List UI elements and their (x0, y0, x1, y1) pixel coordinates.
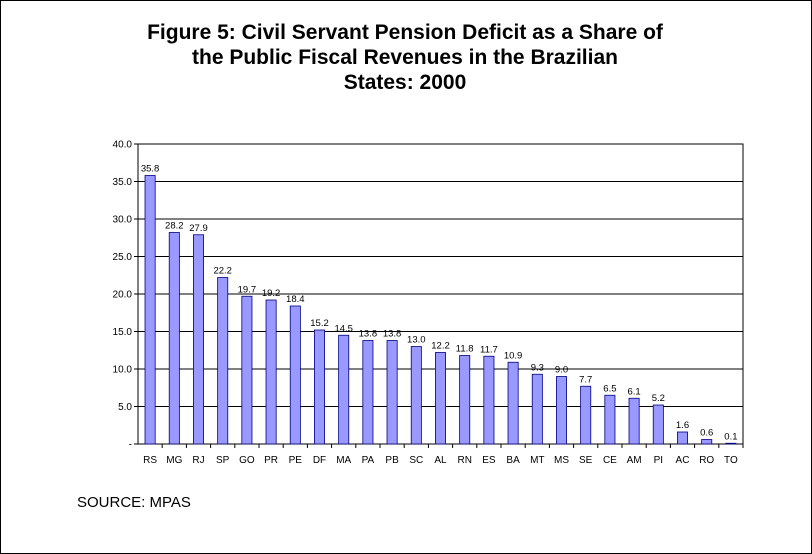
bar (459, 355, 471, 445)
bar (386, 340, 398, 445)
x-tick-label: ES (482, 455, 496, 466)
bar (144, 175, 156, 445)
y-tick-label: 40.0 (113, 140, 133, 151)
x-tick-label: SC (409, 455, 423, 466)
bar (580, 385, 592, 445)
x-tick-label: SP (216, 455, 230, 466)
data-label: 19.7 (238, 284, 257, 295)
x-tick-label: MT (530, 455, 544, 466)
data-label: 13.8 (383, 329, 402, 340)
bar (289, 305, 301, 445)
bar (217, 277, 229, 445)
bar (701, 439, 713, 445)
y-tick-label: - (129, 440, 132, 451)
data-label: 6.1 (627, 386, 640, 397)
data-label: 5.2 (652, 393, 665, 404)
data-label: 22.2 (213, 266, 232, 277)
data-label: 14.5 (334, 323, 353, 334)
x-tick-label: PB (385, 455, 399, 466)
x-tick-label: AL (434, 455, 447, 466)
data-label: 12.2 (431, 341, 450, 352)
data-label: 11.7 (480, 344, 498, 355)
bar (556, 376, 567, 445)
x-tick-label: CE (603, 455, 617, 466)
data-label: 13.8 (359, 329, 378, 340)
y-tick-label: 35.0 (113, 177, 133, 188)
x-tick-label: TO (724, 455, 738, 466)
data-label: 0.6 (700, 428, 713, 439)
y-tick-label: 25.0 (113, 252, 133, 263)
bar (507, 361, 519, 445)
x-tick-label: PR (264, 455, 278, 466)
x-tick-label: RN (457, 455, 471, 466)
x-tick-label: RJ (192, 455, 204, 466)
data-label: 18.4 (286, 294, 305, 305)
x-tick-label: RO (699, 455, 714, 466)
x-tick-label: MA (336, 455, 351, 466)
bar (314, 329, 325, 445)
data-label: 6.5 (603, 383, 616, 394)
x-tick-label: PE (289, 455, 303, 466)
x-tick-label: MS (554, 455, 569, 466)
data-label: 1.6 (676, 420, 689, 431)
source-note: SOURCE: MPAS (77, 494, 191, 511)
data-label: 9.3 (531, 362, 544, 373)
y-tick-label: 20.0 (113, 290, 133, 301)
x-tick-label: PA (362, 455, 375, 466)
bar (677, 431, 688, 445)
bar (338, 334, 350, 445)
bar (168, 232, 180, 445)
chart-title-line-2: the Public Fiscal Revenues in the Brazil… (192, 46, 618, 69)
bar (483, 355, 495, 445)
data-label: 0.1 (724, 431, 737, 442)
x-tick-label: AM (627, 455, 642, 466)
data-label: 7.7 (579, 374, 592, 385)
data-label: 27.9 (189, 223, 208, 234)
data-label: 28.2 (165, 221, 184, 232)
y-tick-label: 15.0 (113, 327, 133, 338)
bar (241, 295, 253, 445)
data-label: 11.8 (456, 344, 474, 355)
bar (531, 373, 543, 445)
bar (725, 442, 737, 445)
data-label: 35.8 (141, 164, 160, 175)
x-tick-label: AC (676, 455, 690, 466)
y-tick-label: 10.0 (113, 365, 133, 376)
chart-title-line-1: Figure 5: Civil Servant Pension Deficit … (147, 21, 663, 44)
data-label: 13.0 (407, 335, 426, 346)
data-label: 19.2 (262, 288, 281, 299)
bar (362, 340, 374, 445)
bar (652, 404, 664, 445)
bar (435, 352, 446, 445)
x-tick-label: RS (143, 455, 157, 466)
plot-area: - 5.0 10.0 15.0 20.0 25.0 30.0 35.0 40.0 35.8 RS 28… (113, 140, 744, 466)
data-label: 10.9 (504, 350, 523, 361)
data-label: 9.0 (555, 365, 568, 376)
chart-title-line-3: States: 2000 (343, 71, 467, 94)
y-tick-label: 5.0 (118, 402, 132, 413)
x-tick-label: MG (166, 455, 182, 466)
bar (604, 394, 616, 445)
x-tick-label: PI (654, 455, 663, 466)
bar (410, 346, 422, 445)
bar (628, 397, 640, 445)
y-tick-label: 30.0 (113, 215, 133, 226)
x-tick-label: BA (506, 455, 520, 466)
x-tick-label: GO (239, 455, 255, 466)
data-label: 15.2 (310, 318, 329, 329)
bar (193, 234, 204, 445)
chart-title: Figure 5: Civil Servant Pension Deficit … (100, 20, 710, 95)
x-tick-label: SE (579, 455, 593, 466)
bar (265, 299, 277, 445)
x-tick-label: DF (313, 455, 326, 466)
